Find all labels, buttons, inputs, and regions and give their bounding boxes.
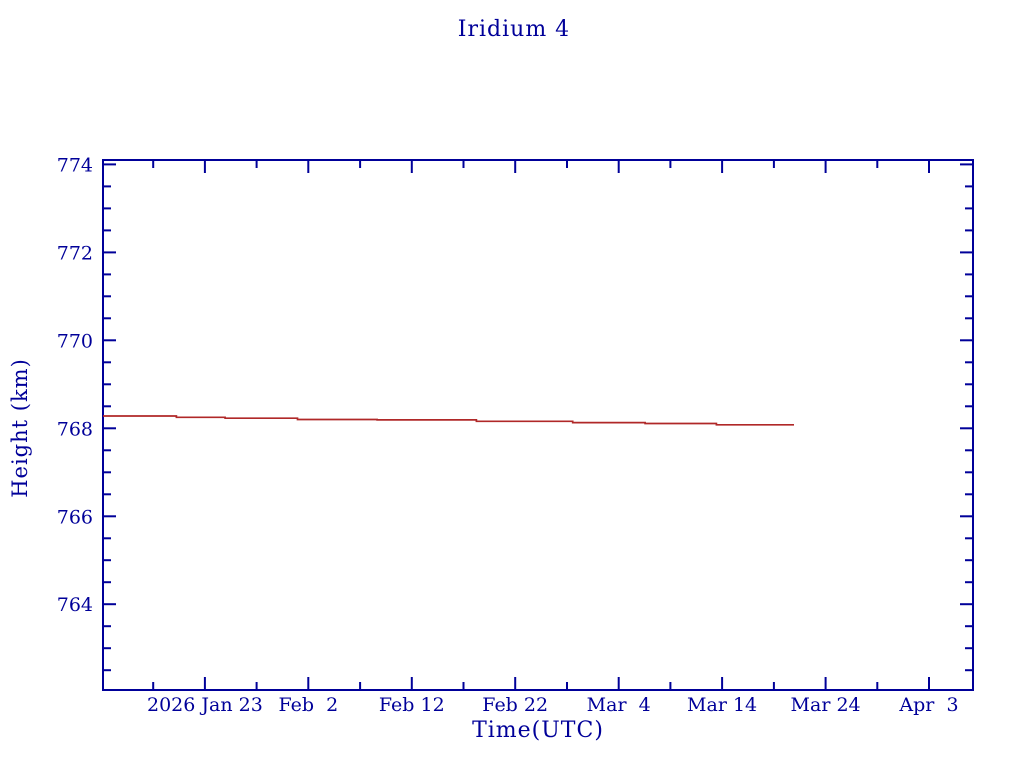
y-tick-label: 766 (57, 506, 93, 528)
x-tick-label: Feb 12 (379, 694, 445, 716)
x-tick-label: 2026 Jan 23 (147, 694, 263, 716)
x-tick-label: Feb 2 (278, 694, 338, 716)
x-tick-label: Mar 4 (587, 694, 651, 716)
y-tick-label: 770 (57, 330, 93, 352)
x-axis-title: Time(UTC) (472, 718, 604, 743)
chart-title: Iridium 4 (457, 17, 571, 42)
x-tick-label: Mar 24 (791, 694, 861, 716)
y-tick-label: 764 (57, 594, 93, 616)
height-series-line (103, 415, 794, 426)
x-tick-label: Apr 3 (898, 694, 958, 716)
x-tick-label: Feb 22 (482, 694, 548, 716)
y-tick-label: 774 (57, 154, 93, 176)
plot-frame (102, 159, 974, 691)
y-tick-label: 768 (57, 418, 93, 440)
y-tick-label: 772 (57, 242, 93, 264)
x-tick-label: Mar 14 (687, 694, 757, 716)
